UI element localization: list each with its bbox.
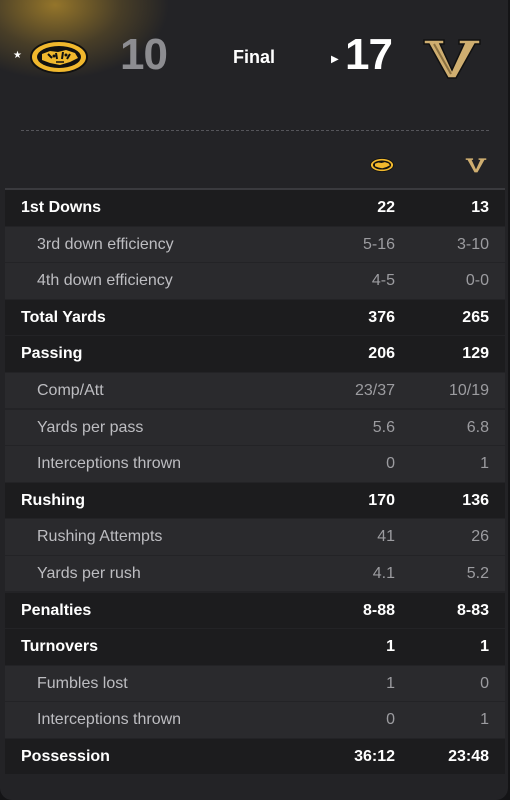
away-stat-value: 23/37 (354, 381, 395, 399)
stat-row: Total Yards 376 265 (5, 299, 505, 336)
substat-row: Interceptions thrown 0 1 (5, 702, 505, 738)
stat-label: Fumbles lost (37, 674, 128, 692)
home-stat-value: 136 (462, 491, 489, 509)
stat-row: Possession 36:12 23:48 (5, 738, 505, 775)
stat-label: Interceptions thrown (37, 455, 182, 473)
home-stat-value: 3-10 (456, 235, 489, 253)
home-stat-value: 13 (471, 199, 489, 216)
stat-label: Penalties (21, 601, 92, 619)
away-stat-value: 5-16 (362, 235, 395, 253)
home-stat-value: 23:48 (448, 747, 489, 765)
away-stat-value: 0 (386, 711, 395, 729)
substat-row: Fumbles lost 1 0 (5, 665, 505, 702)
home-stat-value: 6.8 (466, 418, 489, 436)
substat-row: 4th down efficiency 4-5 0-0 (5, 263, 505, 299)
stat-label: Rushing Attempts (37, 528, 163, 546)
home-stat-value: 8-83 (456, 601, 489, 619)
home-stat-value: 26 (471, 528, 489, 546)
home-stat-value: 1 (480, 638, 489, 656)
stat-label: Yards per rush (37, 564, 141, 582)
away-stat-value: 22 (377, 199, 395, 216)
stat-label: Comp/Att (37, 381, 104, 399)
away-stat-value: 4-5 (371, 272, 395, 290)
stat-label: Turnovers (21, 638, 99, 656)
stat-label: Rushing (21, 491, 85, 509)
stat-row: Turnovers 1 1 (5, 629, 505, 665)
vandy-column-logo-icon (465, 158, 487, 173)
away-stat-value: 0 (386, 455, 395, 473)
stat-label: Passing (21, 345, 83, 363)
stat-label: 1st Downs (21, 199, 102, 216)
away-stat-value: 41 (377, 528, 395, 546)
header-divider (21, 130, 489, 131)
home-stat-value: 0 (480, 674, 489, 692)
home-score: 17 (345, 30, 393, 79)
home-stat-value: 0-0 (465, 272, 489, 290)
away-stat-value: 170 (368, 491, 395, 509)
stat-label: Yards per pass (37, 418, 144, 436)
team-column-header (0, 148, 508, 184)
away-stat-value: 1 (386, 638, 395, 656)
vanderbilt-v-logo[interactable] (422, 36, 482, 80)
home-stat-value: 10/19 (448, 381, 489, 399)
substat-row: 3rd down efficiency 5-16 3-10 (5, 226, 505, 263)
ranked-star-icon: ★ (13, 50, 22, 61)
stat-label: 3rd down efficiency (37, 235, 174, 253)
away-stat-value: 5.6 (372, 418, 395, 436)
substat-row: Yards per rush 4.1 5.2 (5, 555, 505, 592)
mizzou-column-logo-icon (370, 158, 394, 172)
away-stat-value: 206 (368, 345, 395, 363)
stat-label: 4th down efficiency (37, 272, 173, 290)
home-stat-value: 129 (462, 345, 489, 363)
away-stat-value: 4.1 (372, 564, 395, 582)
home-stat-value: 265 (462, 308, 489, 326)
away-stat-value: 36:12 (354, 747, 395, 765)
stat-label: Possession (21, 747, 110, 765)
stat-row: Rushing 170 136 (5, 482, 505, 519)
scoreboard-header: ★ 10 Final ▶ 17 (0, 0, 508, 115)
substat-row: Interceptions thrown 0 1 (5, 446, 505, 482)
team-stats-table: 1st Downs 22 13 3rd down efficiency 5-16 3-10… (5, 188, 505, 776)
stat-row: Penalties 8-88 8-83 (5, 592, 505, 629)
away-stat-value: 8-88 (362, 601, 395, 619)
stat-label: Total Yards (21, 308, 106, 326)
substat-row: Yards per pass 5.6 6.8 (5, 409, 505, 446)
stat-label: Interceptions thrown (37, 711, 182, 729)
winner-arrow-icon: ▶ (331, 54, 339, 65)
away-stat-value: 1 (386, 674, 395, 692)
substat-row: Comp/Att 23/37 10/19 (5, 372, 505, 409)
stat-row: 1st Downs 22 13 (5, 190, 505, 226)
home-stat-value: 1 (480, 455, 489, 473)
mizzou-tiger-logo[interactable] (30, 40, 88, 74)
home-stat-value: 1 (480, 711, 489, 729)
away-stat-value: 376 (368, 308, 395, 326)
away-score: 10 (120, 30, 168, 79)
substat-row: Rushing Attempts 41 26 (5, 519, 505, 555)
home-stat-value: 5.2 (466, 564, 489, 582)
game-status: Final (232, 47, 275, 67)
stat-row: Passing 206 129 (5, 336, 505, 372)
